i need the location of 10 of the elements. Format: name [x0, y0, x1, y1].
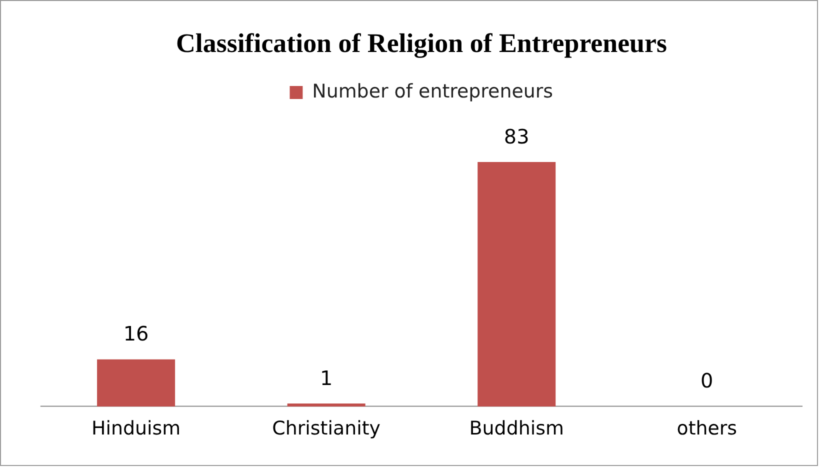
- x-tick-label: Buddhism: [469, 418, 564, 440]
- data-label: 1: [320, 366, 333, 390]
- x-tick-label: Hinduism: [91, 418, 181, 440]
- x-tick-label: Christianity: [272, 418, 381, 440]
- chart-title: Classification of Religion of Entrepreneurs: [176, 28, 667, 58]
- data-label: 16: [123, 322, 149, 346]
- x-tick-label: others: [676, 418, 738, 440]
- legend-label: Number of entrepreneurs: [312, 80, 554, 102]
- data-label: 0: [700, 370, 714, 393]
- data-label: 83: [504, 125, 530, 148]
